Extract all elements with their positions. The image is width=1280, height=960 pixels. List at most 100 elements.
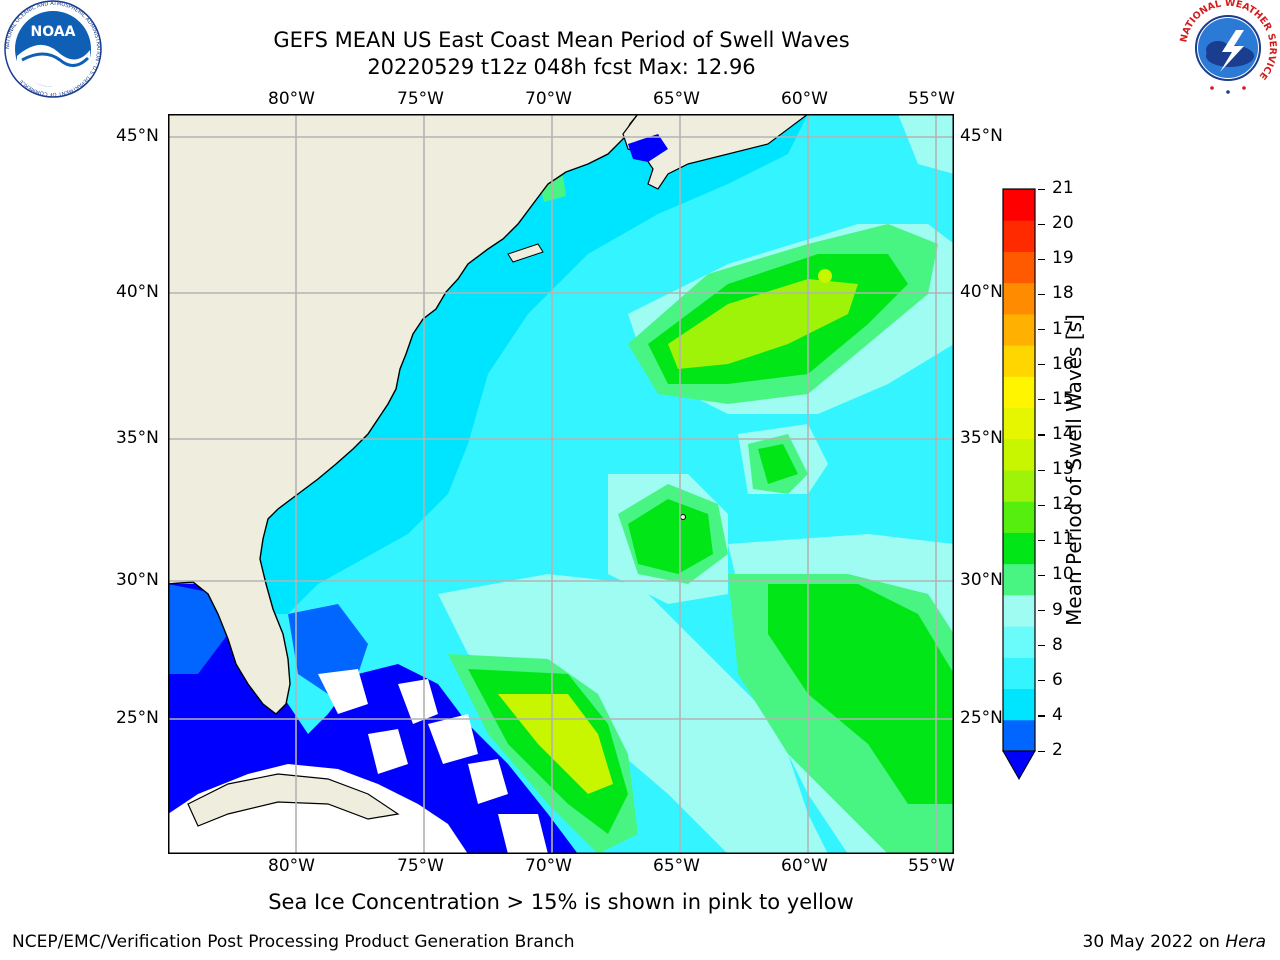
us-east-coast-land	[168, 114, 639, 715]
chart-subtitle: 20220529 t12z 048h fcst Max: 12.96	[367, 55, 756, 79]
lon-label-bottom-75w: 75°W	[397, 856, 444, 876]
lat-label-left-40n: 40°N	[116, 282, 159, 302]
region-period-11-12-northeast	[668, 279, 858, 369]
lon-label-top-75w: 75°W	[397, 89, 444, 109]
region-period-10-11-central	[628, 499, 713, 574]
bay-of-fundy-low	[628, 134, 668, 162]
grid-lines	[168, 114, 954, 854]
undefined-patch-5	[498, 814, 548, 854]
colorbar-tick-mark	[1038, 329, 1045, 331]
colorbar-segment	[1003, 657, 1035, 690]
colorbar-tick-mark	[1038, 399, 1045, 401]
svg-text:NOAA: NOAA	[31, 24, 76, 40]
colorbar-tick-label: 18	[1052, 283, 1074, 304]
lat-label-right-40n: 40°N	[960, 282, 1003, 302]
lat-label-left-25n: 25°N	[116, 708, 159, 728]
maritimes-land	[622, 114, 809, 190]
colorbar-segment	[1003, 626, 1035, 658]
colorbar-segment	[1003, 407, 1035, 440]
colorbar-tick-mark	[1038, 750, 1045, 752]
colorbar-tick-mark	[1038, 434, 1045, 436]
undefined-patch-1	[318, 669, 368, 714]
region-period-10-11-mid	[758, 444, 798, 484]
colorbar-tick-label: 16	[1052, 353, 1074, 374]
colorbar-tick-label: 12	[1052, 494, 1074, 515]
colorbar-segment	[1003, 189, 1035, 221]
undefined-patch-3	[428, 714, 478, 764]
colorbar-segment	[1003, 594, 1035, 627]
footer-date: 30 May 2022 on Hera	[1083, 932, 1267, 952]
colorbar-tick-mark	[1038, 715, 1045, 717]
colorbar-tick-label: 8	[1052, 634, 1063, 655]
colorbar-tick-mark	[1038, 645, 1045, 647]
lat-label-left-30n: 30°N	[116, 570, 159, 590]
lat-label-left-35n: 35°N	[116, 428, 159, 448]
cuba-land	[187, 773, 400, 827]
bermuda	[680, 514, 686, 520]
colorbar-tick-mark	[1038, 574, 1045, 577]
footer-date-text: 30 May 2022 on	[1082, 932, 1220, 952]
colorbar-segment	[1003, 438, 1035, 471]
undefined-patch-4	[468, 759, 508, 804]
colorbar-tick-mark	[1038, 539, 1045, 541]
colorbar-tick-mark	[1038, 504, 1045, 506]
swell-period-map	[168, 114, 954, 854]
colorbar-tick-label: 19	[1052, 248, 1074, 269]
colorbar-label: Mean Period of Swell Waves [s]	[1062, 314, 1086, 626]
colorbar-tick-mark	[1038, 223, 1045, 225]
lon-label-bottom-60w: 60°W	[781, 856, 828, 876]
lon-label-bottom-70w: 70°W	[525, 856, 572, 876]
footer-producer: NCEP/EMC/Verification Post Processing Pr…	[12, 932, 575, 952]
colorbar-tick-mark	[1038, 258, 1045, 260]
lon-label-bottom-65w: 65°W	[653, 856, 700, 876]
region-period-4-6-gulf	[168, 584, 228, 674]
colorbar-tick-label: 13	[1052, 459, 1074, 479]
map-frame	[168, 114, 954, 854]
noaa-logo: NATIONAL OCEANIC AND ATMOSPHERIC ADMINIS…	[4, 0, 102, 98]
nws-logo: NATIONAL WEATHER SERVICE	[1178, 0, 1278, 95]
colorbar-tick-mark	[1038, 364, 1045, 366]
colorbar-tick-mark	[1038, 188, 1045, 190]
undefined-patch-6	[368, 729, 408, 774]
colorbar-under-arrow	[1002, 750, 1036, 781]
lon-label-top-55w: 55°W	[908, 89, 955, 109]
region-period-8-9-north	[898, 114, 954, 174]
lon-label-bottom-55w: 55°W	[908, 856, 955, 876]
colorbar-tick-label: 6	[1052, 669, 1063, 690]
lon-label-top-70w: 70°W	[525, 89, 572, 109]
lon-label-bottom-80w: 80°W	[268, 856, 315, 876]
footer-machine: Hera	[1225, 932, 1266, 952]
colorbar-segment	[1003, 376, 1035, 409]
colorbar-tick-label: 14	[1052, 423, 1074, 444]
lat-label-right-30n: 30°N	[960, 570, 1003, 590]
colorbar-segment	[1003, 251, 1035, 284]
colorbar-tick-label: 2	[1052, 740, 1063, 760]
region-period-8-9-south	[438, 574, 828, 854]
sea-ice-note: Sea Ice Concentration > 15% is shown in …	[268, 890, 854, 914]
lat-label-right-35n: 35°N	[960, 428, 1003, 448]
colorbar-tick-mark	[1038, 469, 1045, 471]
lat-label-right-45n: 45°N	[960, 126, 1003, 146]
region-period-9-10-coastal	[540, 176, 566, 202]
chart-title: GEFS MEAN US East Coast Mean Period of S…	[273, 28, 850, 52]
colorbar-segment	[1003, 220, 1035, 252]
colorbar-tick-label: 17	[1052, 318, 1074, 339]
lon-label-top-60w: 60°W	[781, 89, 828, 109]
colorbar-tick-label: 10	[1052, 564, 1074, 585]
colorbar-tick-label: 15	[1052, 388, 1074, 409]
long-island	[507, 243, 544, 263]
colorbar-segment	[1003, 563, 1035, 596]
colorbar	[1002, 188, 1036, 781]
colorbar-tick-label: 11	[1052, 529, 1074, 550]
colorbar-tick-mark	[1038, 610, 1045, 612]
colorbar-segment	[1003, 688, 1035, 721]
colorbar-tick-label: 20	[1052, 213, 1074, 234]
colorbar-segment	[1003, 470, 1035, 502]
colorbar-tick-mark	[1038, 680, 1045, 682]
lon-label-top-65w: 65°W	[653, 89, 700, 109]
undefined-patch-2	[398, 679, 438, 724]
region-period-10-11-southeast	[768, 584, 954, 804]
colorbar-tick-label: 21	[1052, 178, 1074, 198]
lat-label-right-25n: 25°N	[960, 708, 1003, 728]
lat-label-left-45n: 45°N	[116, 126, 159, 146]
